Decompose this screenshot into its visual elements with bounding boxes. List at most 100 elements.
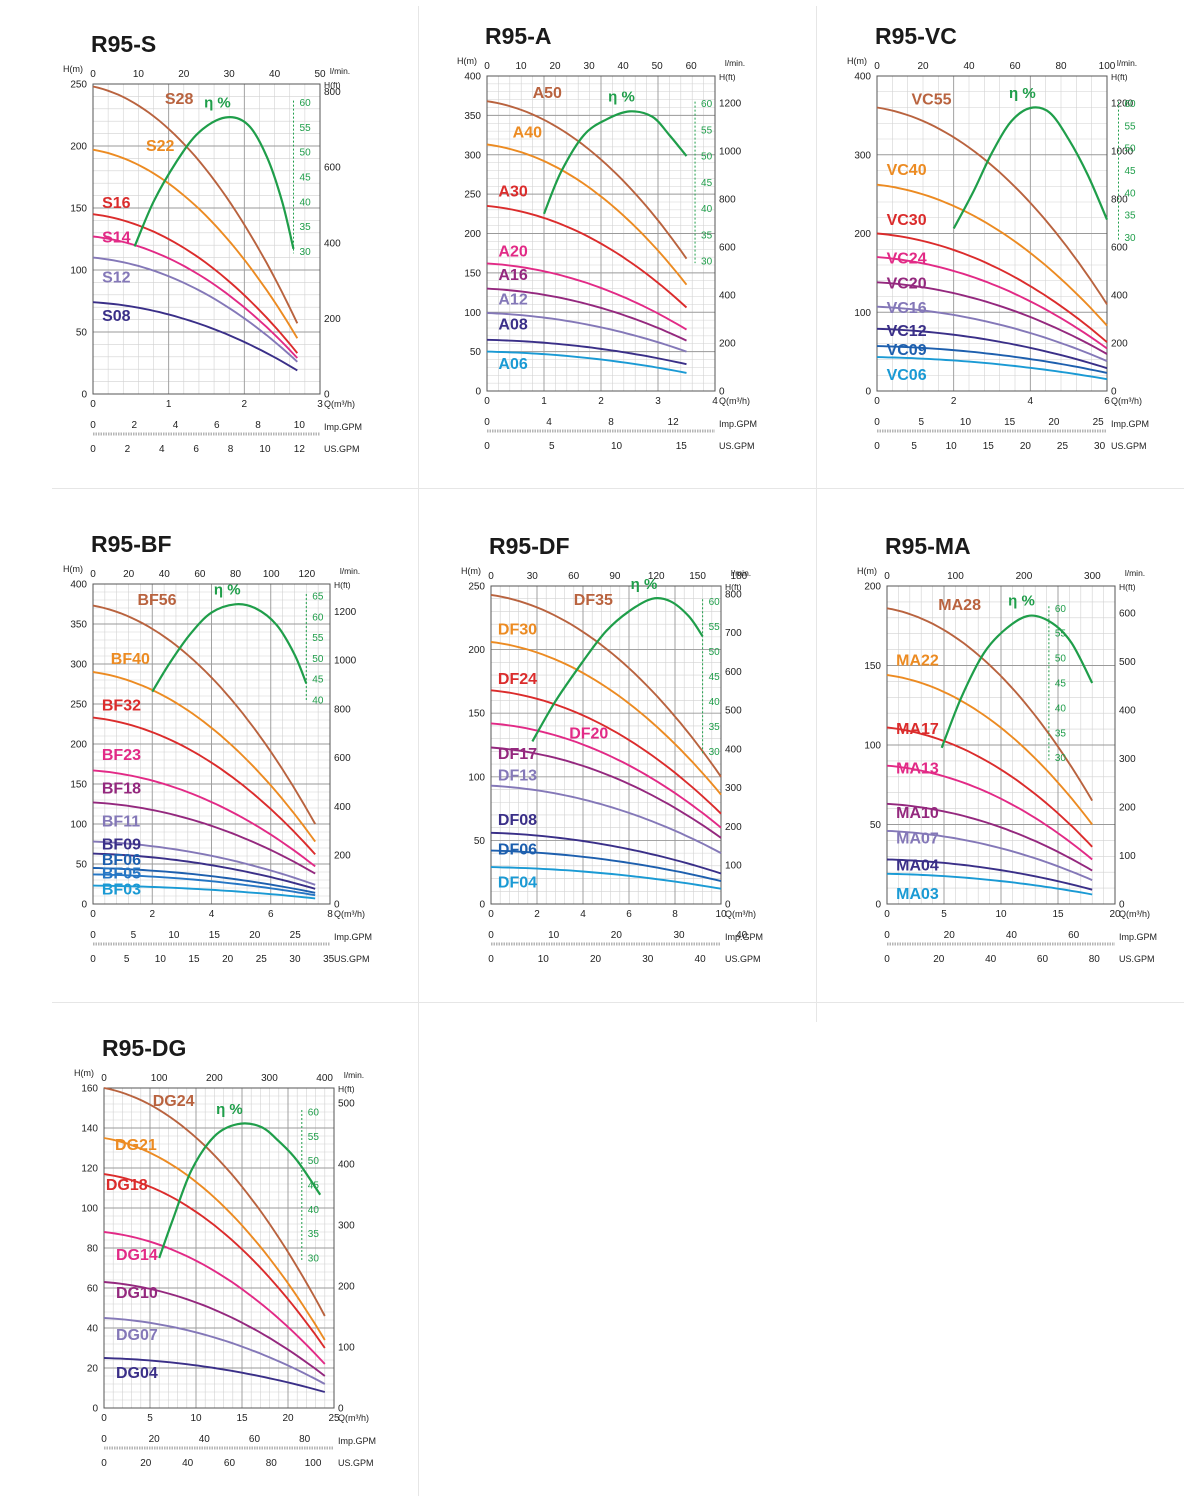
r95-df-y-tick: 150 xyxy=(468,709,485,720)
r95-a-us-unit: US.GPM xyxy=(719,441,755,451)
r95-dg-us-tick: 20 xyxy=(140,1458,152,1469)
r95-df-imp-tick: 20 xyxy=(611,930,623,941)
r95-dg-lpm-tick: 0 xyxy=(101,1073,107,1084)
r95-a-y-tick: 200 xyxy=(464,229,481,240)
r95-a-imp-tick: 8 xyxy=(608,417,614,428)
r95-df-curve-df13 xyxy=(490,784,722,854)
r95-df-plot-frame xyxy=(490,585,722,905)
r95-s-curve-s28 xyxy=(92,85,299,324)
r95-dg-imp-tick: 80 xyxy=(299,1434,311,1445)
r95-vc-label-vc40: VC40 xyxy=(887,162,927,179)
r95-ma-imp-tick: 0 xyxy=(884,930,890,941)
r95-dg-curve-dg07 xyxy=(103,1317,326,1385)
r95-df-y-tick: 50 xyxy=(474,836,486,847)
r95-dg-y-tick: 40 xyxy=(87,1324,99,1335)
r95-ma-ft-tick: 200 xyxy=(1119,803,1136,814)
r95-s-us-tick: 0 xyxy=(90,444,96,455)
r95-dg-us-unit: US.GPM xyxy=(338,1458,374,1468)
r95-bf-label-bf09: BF09 xyxy=(102,837,141,854)
r95-df-imp-tick: 30 xyxy=(673,930,685,941)
r95-bf-x-tick: 4 xyxy=(209,909,215,920)
r95-df-label-df20: DF20 xyxy=(569,726,608,743)
r95-ma-curve-ma13 xyxy=(886,764,1093,861)
r95-dg-lpm-unit: l/min. xyxy=(344,1070,364,1080)
r95-vc-ft-tick: 200 xyxy=(1111,338,1128,349)
r95-bf-lpm-tick: 40 xyxy=(159,569,171,580)
r95-vc-eff-tick: 60 xyxy=(1125,99,1137,110)
r95-vc-title: R95-VC xyxy=(875,23,957,49)
r95-dg-eff-tick: 55 xyxy=(308,1132,320,1143)
r95-s-eff-tick: 45 xyxy=(300,173,312,184)
r95-bf-us-tick: 20 xyxy=(222,954,234,965)
r95-vc-curve-vc55 xyxy=(876,106,1108,305)
r95-df-x-tick: 8 xyxy=(672,909,678,920)
r95-bf-label-bf03: BF03 xyxy=(102,881,141,898)
r95-df-y-tick: 200 xyxy=(468,645,485,656)
r95-bf-imp-tick: 10 xyxy=(168,930,180,941)
r95-df-ft-tick: 0 xyxy=(725,900,731,911)
r95-df-y-tick: 250 xyxy=(468,582,485,593)
r95-dg-x-tick: 15 xyxy=(236,1413,248,1424)
r95-a-eff-tick: 40 xyxy=(701,204,713,215)
r95-ma-label-ma07: MA07 xyxy=(896,831,939,848)
r95-s-title: R95-S xyxy=(91,31,156,57)
r95-a-x-tick: 3 xyxy=(655,396,661,407)
r95-a-curve-a30 xyxy=(486,204,688,309)
r95-vc-curve-vc16 xyxy=(876,305,1108,362)
r95-dg-lpm-tick: 100 xyxy=(151,1073,168,1084)
r95-ma-efficiency-curve xyxy=(940,614,1094,749)
r95-s-curve-s16 xyxy=(92,213,299,354)
r95-ma-y-tick: 100 xyxy=(864,741,881,752)
r95-bf-imp-tick: 0 xyxy=(90,930,96,941)
r95-ma-curve-ma28 xyxy=(886,607,1094,802)
r95-vc-label-vc09: VC09 xyxy=(887,342,927,359)
r95-a-ft-unit: H(ft) xyxy=(719,72,736,82)
r95-ma-lpm-tick: 100 xyxy=(947,571,964,582)
r95-a-lpm-tick: 50 xyxy=(652,61,664,72)
r95-df-curve-df17 xyxy=(490,746,722,839)
r95-dg-us-tick: 100 xyxy=(305,1458,322,1469)
r95-a-ft-tick: 800 xyxy=(719,194,736,205)
r95-a-eff-tick: 35 xyxy=(701,230,713,241)
r95-s-us-tick: 6 xyxy=(193,444,199,455)
r95-dg-efficiency-label: η % xyxy=(216,1101,243,1118)
r95-a-lpm-tick: 10 xyxy=(515,61,527,72)
r95-df-lpm-unit: l/min. xyxy=(731,568,751,578)
r95-df-label-df13: DF13 xyxy=(498,768,537,785)
r95-ma-curve-ma04 xyxy=(886,858,1093,891)
r95-ma-eff-tick: 50 xyxy=(1055,654,1067,665)
r95-ma-eff-tick: 45 xyxy=(1055,678,1067,689)
r95-ma-us-tick: 0 xyxy=(884,954,890,965)
r95-bf-lpm-tick: 60 xyxy=(194,569,206,580)
r95-a-ft-tick: 400 xyxy=(719,290,736,301)
r95-a-curve-a50 xyxy=(486,100,688,260)
r95-df-curve-df24 xyxy=(490,689,722,815)
r95-ma-curve-ma07 xyxy=(886,829,1093,881)
r95-df-eff-tick: 50 xyxy=(709,647,721,658)
r95-dg-lpm-tick: 200 xyxy=(206,1073,223,1084)
r95-bf-y-tick: 200 xyxy=(70,740,87,751)
r95-ma-label-ma28: MA28 xyxy=(938,597,981,614)
r95-a-label-a30: A30 xyxy=(498,183,527,200)
r95-s-label-s14: S14 xyxy=(102,230,131,247)
r95-a-ft-tick: 1200 xyxy=(719,98,742,109)
r95-df-ft-tick: 800 xyxy=(725,589,742,600)
r95-dg-imp-tick: 0 xyxy=(101,1434,107,1445)
r95-a-ft-tick: 1000 xyxy=(719,146,742,157)
r95-dg-eff-tick: 60 xyxy=(308,1108,320,1119)
r95-ma-imp-tick: 40 xyxy=(1006,930,1018,941)
r95-bf-y-tick: 100 xyxy=(70,820,87,831)
r95-ma-us-tick: 40 xyxy=(985,954,997,965)
r95-bf-ft-tick: 600 xyxy=(334,753,351,764)
r95-dg-ft-tick: 300 xyxy=(338,1221,355,1232)
r95-bf-curve-bf32 xyxy=(92,716,316,856)
r95-s-efficiency-curve xyxy=(133,116,295,250)
r95-df-imp-unit: Imp.GPM xyxy=(725,932,763,942)
r95-s-imp-tick: 2 xyxy=(131,420,137,431)
r95-bf-us-tick: 10 xyxy=(155,954,167,965)
r95-dg-label-dg07: DG07 xyxy=(116,1327,158,1344)
r95-dg-label-dg21: DG21 xyxy=(115,1137,157,1154)
r95-vc-curve-vc06 xyxy=(876,356,1108,381)
r95-dg-efficiency-curve xyxy=(158,1122,322,1259)
r95-vc-curve-vc12 xyxy=(876,327,1108,370)
